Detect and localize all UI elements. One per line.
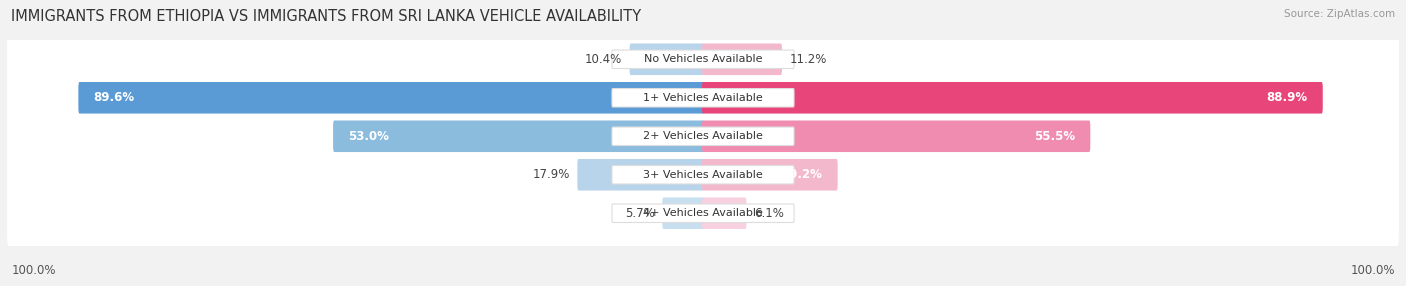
Text: 6.1%: 6.1% (754, 207, 783, 220)
FancyBboxPatch shape (7, 22, 1399, 96)
FancyBboxPatch shape (7, 61, 1399, 135)
FancyBboxPatch shape (702, 82, 1323, 114)
FancyBboxPatch shape (702, 43, 782, 75)
Text: 17.9%: 17.9% (533, 168, 569, 181)
Text: 3+ Vehicles Available: 3+ Vehicles Available (643, 170, 763, 180)
Text: 1+ Vehicles Available: 1+ Vehicles Available (643, 93, 763, 103)
FancyBboxPatch shape (662, 197, 704, 229)
FancyBboxPatch shape (612, 204, 794, 223)
Text: 53.0%: 53.0% (349, 130, 389, 143)
FancyBboxPatch shape (612, 166, 794, 184)
Text: No Vehicles Available: No Vehicles Available (644, 54, 762, 64)
Text: 11.2%: 11.2% (789, 53, 827, 66)
FancyBboxPatch shape (333, 120, 704, 152)
Text: 100.0%: 100.0% (1350, 265, 1395, 277)
FancyBboxPatch shape (7, 176, 1399, 250)
FancyBboxPatch shape (612, 89, 794, 107)
Text: 2+ Vehicles Available: 2+ Vehicles Available (643, 131, 763, 141)
Text: 19.2%: 19.2% (782, 168, 823, 181)
FancyBboxPatch shape (612, 127, 794, 146)
FancyBboxPatch shape (7, 138, 1399, 212)
FancyBboxPatch shape (578, 159, 704, 190)
Text: Source: ZipAtlas.com: Source: ZipAtlas.com (1284, 9, 1395, 19)
Text: 5.7%: 5.7% (626, 207, 655, 220)
FancyBboxPatch shape (612, 50, 794, 69)
FancyBboxPatch shape (702, 159, 838, 190)
Text: 4+ Vehicles Available: 4+ Vehicles Available (643, 208, 763, 218)
Text: 55.5%: 55.5% (1035, 130, 1076, 143)
FancyBboxPatch shape (702, 197, 747, 229)
FancyBboxPatch shape (702, 120, 1090, 152)
Text: 89.6%: 89.6% (93, 91, 135, 104)
FancyBboxPatch shape (630, 43, 704, 75)
Text: 10.4%: 10.4% (585, 53, 623, 66)
FancyBboxPatch shape (79, 82, 704, 114)
Text: IMMIGRANTS FROM ETHIOPIA VS IMMIGRANTS FROM SRI LANKA VEHICLE AVAILABILITY: IMMIGRANTS FROM ETHIOPIA VS IMMIGRANTS F… (11, 9, 641, 23)
Text: 88.9%: 88.9% (1267, 91, 1308, 104)
Text: 100.0%: 100.0% (11, 265, 56, 277)
FancyBboxPatch shape (7, 99, 1399, 173)
